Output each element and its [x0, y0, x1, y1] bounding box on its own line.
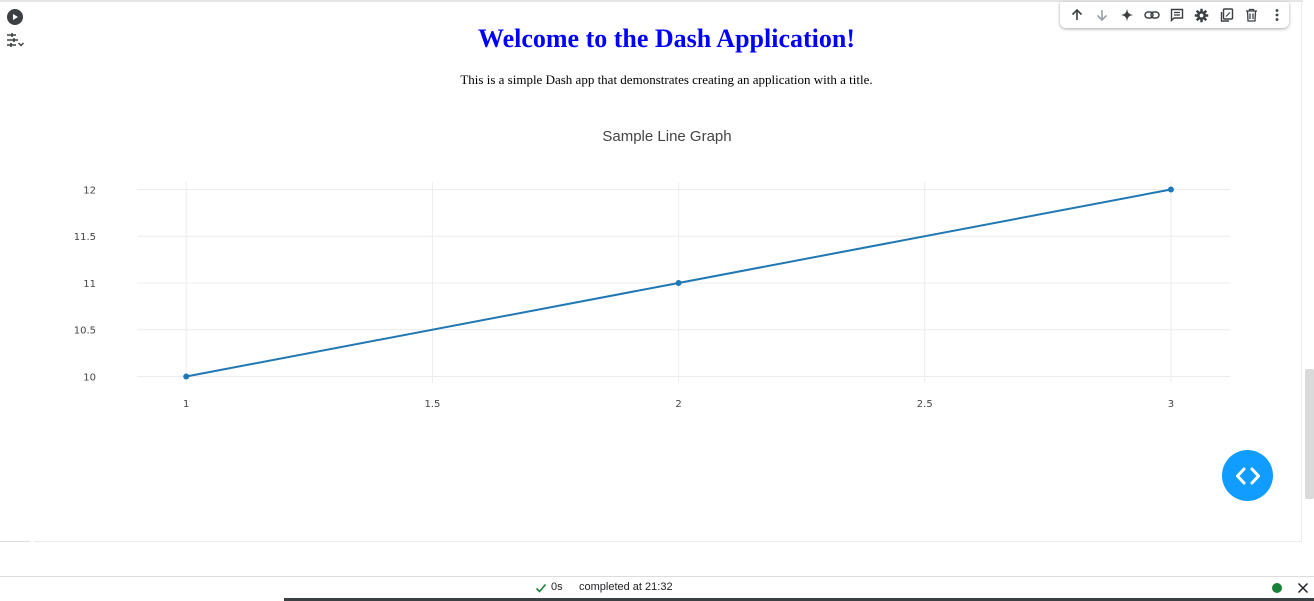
- mirror-cell-button[interactable]: [1214, 3, 1239, 27]
- cell-output-frame: [34, 0, 1302, 542]
- gutter-divider: [0, 541, 30, 542]
- y-tick-label: 10: [83, 372, 96, 383]
- close-icon[interactable]: [1297, 582, 1309, 594]
- table-of-contents-icon: [7, 33, 24, 47]
- mirror-tab-icon: [1220, 8, 1233, 22]
- scrollbar-thumb[interactable]: [1305, 369, 1314, 499]
- y-tick-label: 11.5: [74, 232, 96, 243]
- comment-button[interactable]: [1164, 3, 1189, 27]
- move-up-button[interactable]: [1064, 3, 1089, 27]
- run-cell-button[interactable]: [7, 9, 23, 25]
- play-circle-icon: [13, 14, 18, 20]
- more-vert-icon: [1275, 9, 1278, 21]
- more-button[interactable]: [1264, 3, 1289, 27]
- move-down-button[interactable]: [1089, 3, 1114, 27]
- connection-status-dot[interactable]: [1272, 583, 1282, 593]
- execution-progress-bar: [284, 598, 1314, 601]
- x-tick-label: 2.5: [917, 399, 933, 410]
- data-point[interactable]: [183, 373, 190, 380]
- y-tick-label: 10.5: [74, 326, 96, 337]
- arrow-up-icon: [1071, 8, 1082, 20]
- y-tick-label: 12: [83, 185, 96, 196]
- x-tick-labels: 1 1.5 2 2.5 3: [183, 399, 1174, 410]
- delete-button[interactable]: [1239, 3, 1264, 27]
- data-point[interactable]: [675, 279, 682, 286]
- status-bar: 0s completed at 21:32: [0, 576, 1314, 601]
- execution-duration: 0s: [551, 581, 563, 593]
- x-tick-label: 3: [1168, 399, 1174, 410]
- checkmark-icon: [535, 583, 547, 593]
- link-button[interactable]: [1139, 3, 1164, 27]
- page-description: This is a simple Dash app that demonstra…: [460, 72, 873, 87]
- series-layer: [183, 186, 1174, 380]
- page-title: Welcome to the Dash Application!: [478, 24, 855, 53]
- execution-completed-time[interactable]: completed at 21:32: [579, 581, 673, 593]
- cell-gutter: [0, 0, 34, 545]
- arrow-down-icon: [1096, 10, 1107, 22]
- sparkle-icon: [1120, 8, 1133, 22]
- y-gridlines: [137, 188, 1230, 377]
- data-point[interactable]: [1167, 186, 1174, 193]
- top-divider: [0, 0, 1314, 2]
- gemini-button[interactable]: [1114, 3, 1139, 27]
- scrollbar-track[interactable]: [1303, 0, 1314, 576]
- settings-button[interactable]: [1189, 3, 1214, 27]
- y-tick-label: 11: [83, 279, 96, 290]
- code-brackets-icon: [1235, 467, 1260, 484]
- x-tick-label: 1: [183, 399, 189, 410]
- x-tick-label: 1.5: [424, 399, 440, 410]
- line-chart: Sample Line Graph 1 1.5 2 2.5 3 1010.51111.5…: [74, 128, 1230, 410]
- link-icon: [1143, 11, 1160, 19]
- x-tick-label: 2: [675, 399, 681, 410]
- cell-toolbar: [1060, 2, 1289, 28]
- comment-icon: [1170, 8, 1183, 22]
- chart-title: Sample Line Graph: [602, 128, 731, 145]
- output-actions-button[interactable]: [4, 32, 24, 50]
- trash-icon: [1246, 8, 1257, 22]
- dash-devtools-button[interactable]: [1222, 450, 1273, 501]
- y-tick-labels: 10 10.5 11 11.5 12: [74, 185, 96, 383]
- gear-icon: [1194, 8, 1209, 22]
